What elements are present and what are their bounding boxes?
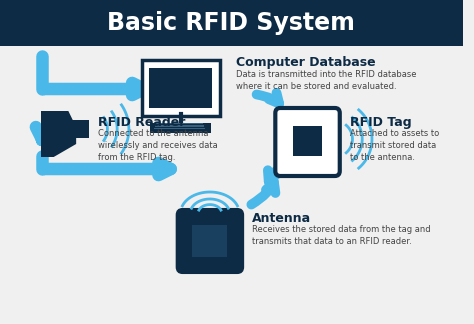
FancyBboxPatch shape: [0, 0, 463, 46]
Text: Connected to the antenna
wirelessly and receives data
from the RFID tag.: Connected to the antenna wirelessly and …: [98, 129, 218, 162]
FancyBboxPatch shape: [154, 128, 205, 129]
Text: Receives the stored data from the tag and
transmits that data to an RFID reader.: Receives the stored data from the tag an…: [252, 225, 430, 246]
Text: Computer Database: Computer Database: [236, 56, 376, 69]
FancyBboxPatch shape: [149, 68, 212, 108]
FancyBboxPatch shape: [150, 123, 211, 133]
Text: RFID Reader: RFID Reader: [98, 116, 185, 129]
FancyArrowPatch shape: [256, 93, 279, 104]
FancyBboxPatch shape: [155, 125, 204, 126]
FancyBboxPatch shape: [142, 60, 219, 116]
Text: Antenna: Antenna: [252, 212, 311, 225]
Polygon shape: [41, 111, 76, 157]
FancyBboxPatch shape: [275, 108, 340, 176]
FancyArrowPatch shape: [45, 163, 171, 175]
FancyArrowPatch shape: [45, 83, 145, 95]
FancyBboxPatch shape: [177, 209, 243, 273]
FancyArrowPatch shape: [268, 157, 295, 181]
Text: Attached to assets to
transmit stored data
to the antenna.: Attached to assets to transmit stored da…: [349, 129, 439, 162]
Text: Basic RFID System: Basic RFID System: [108, 11, 356, 35]
FancyArrowPatch shape: [36, 127, 48, 140]
Text: Data is transmitted into the RFID database
where it can be stored and evaluated.: Data is transmitted into the RFID databa…: [236, 70, 417, 91]
Text: RFID Tag: RFID Tag: [349, 116, 411, 129]
FancyArrowPatch shape: [251, 182, 275, 204]
FancyBboxPatch shape: [293, 126, 322, 156]
FancyBboxPatch shape: [156, 123, 203, 124]
FancyBboxPatch shape: [67, 120, 89, 138]
FancyBboxPatch shape: [192, 225, 228, 257]
